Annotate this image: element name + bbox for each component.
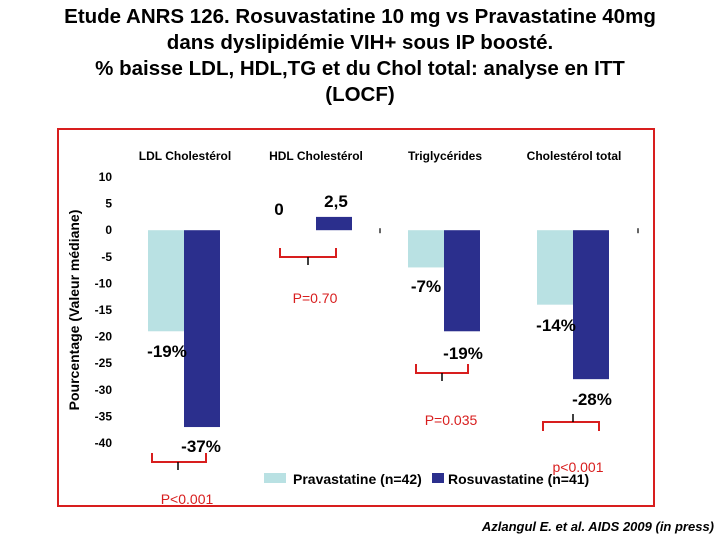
significance-bracket: [279, 248, 337, 258]
data-label-rosuvastatine: -28%: [572, 390, 612, 409]
data-label-rosuvastatine: -19%: [443, 344, 483, 363]
reference-citation: Azlangul E. et al. AIDS 2009 (in press): [481, 519, 714, 534]
y-tick-label: -40: [95, 436, 113, 450]
p-value-label: P=0.035: [425, 412, 478, 428]
category-label: Cholestérol total: [527, 149, 622, 163]
data-label-pravastatine: -7%: [411, 277, 441, 296]
y-tick-label: -10: [95, 276, 113, 290]
significance-bracket: [415, 364, 469, 374]
p-value-label: p<0.001: [553, 459, 604, 475]
slide-title: Etude ANRS 126. Rosuvastatine 10 mg vs P…: [0, 4, 720, 108]
y-tick-label: 5: [105, 197, 112, 211]
significance-bracket: [542, 421, 600, 431]
chart-frame: [57, 128, 655, 507]
data-label-pravastatine: -19%: [147, 342, 187, 361]
y-tick-label: -20: [95, 330, 113, 344]
legend-swatch-pravastatine: [264, 473, 286, 483]
data-label-rosuvastatine: 2,5: [324, 192, 348, 211]
y-tick-label: 0: [105, 223, 112, 237]
y-axis-label: Pourcentage (Valeur médiane): [66, 210, 82, 411]
bar-rosuvastatine: [184, 230, 220, 428]
legend-label-rosuvastatine: Rosuvastatine (n=41): [448, 471, 589, 487]
bar-rosuvastatine: [573, 230, 609, 380]
title-line-2: dans dyslipidémie VIH+ sous IP boosté.: [166, 31, 554, 54]
bar-rosuvastatine: [444, 230, 480, 332]
y-tick-label: -5: [101, 250, 112, 264]
y-tick-label: -35: [95, 409, 113, 423]
bar-pravastatine: [148, 230, 184, 332]
category-label: Triglycérides: [408, 149, 482, 163]
y-tick-label: -25: [95, 356, 113, 370]
y-tick-label: -30: [95, 383, 113, 397]
bar-rosuvastatine: [316, 216, 352, 231]
data-label-rosuvastatine: -37%: [181, 437, 221, 456]
y-tick-label: 10: [99, 170, 113, 184]
title-line-1: Etude ANRS 126. Rosuvastatine 10 mg vs P…: [64, 5, 656, 28]
p-value-label: P<0.001: [161, 491, 214, 507]
title-line-3: % baisse LDL, HDL,TG et du Chol total: a…: [95, 57, 625, 80]
title-line-4: (LOCF): [325, 83, 395, 106]
data-label-pravastatine: -14%: [536, 316, 576, 335]
y-tick-label: -15: [95, 303, 113, 317]
legend-label-pravastatine: Pravastatine (n=42): [293, 471, 422, 487]
bar-pravastatine: [408, 230, 444, 268]
category-label: HDL Cholestérol: [269, 149, 363, 163]
significance-bracket: [151, 453, 207, 463]
legend-swatch-rosuvastatine: [432, 473, 444, 483]
category-label: LDL Cholestérol: [139, 149, 231, 163]
p-value-label: P=0.70: [293, 290, 338, 306]
bar-pravastatine: [537, 230, 573, 305]
data-label-pravastatine: 0: [274, 200, 283, 219]
